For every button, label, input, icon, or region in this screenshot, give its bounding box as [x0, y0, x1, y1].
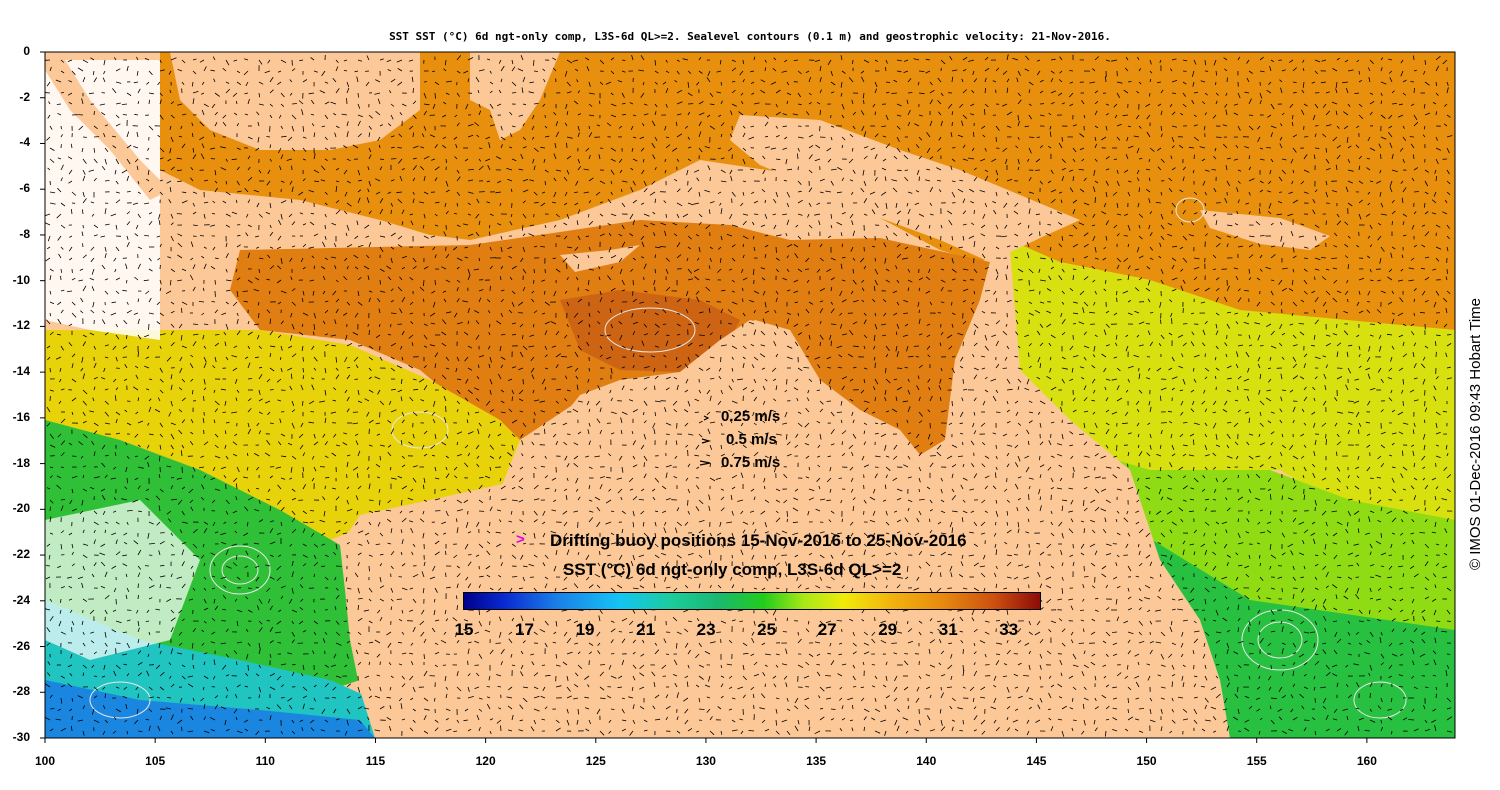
x-tick-label: 110: [255, 754, 275, 768]
velocity-arrow-field: [45, 54, 1453, 737]
y-tick-label: -18: [12, 455, 30, 470]
sst-warm-north-seas: [160, 52, 1455, 330]
colorbar-tick-label: 21: [636, 620, 656, 639]
land-sumatra: [45, 52, 170, 200]
x-tick-label: 115: [365, 754, 386, 768]
land-new-britain: [1200, 210, 1330, 250]
x-tick-label: 130: [695, 754, 716, 768]
sst-hot-core: [560, 290, 740, 372]
colorbar-tick-label: 31: [938, 620, 958, 639]
colorbar-title: SST (°C) 6d ngt-only comp, L3S-6d QL>=2: [563, 560, 902, 579]
x-tick-label: 135: [806, 754, 827, 768]
land-timor: [560, 245, 640, 272]
sst-cloud-gaps-west: [45, 60, 160, 340]
y-tick-label: -30: [12, 730, 30, 744]
y-tick-label: -8: [19, 226, 30, 241]
sst-coral-sea-south: [1050, 440, 1455, 640]
y-tick-label: -26: [12, 638, 30, 653]
colorbar-tick-label: 25: [757, 620, 777, 639]
y-tick-label: -20: [12, 501, 30, 516]
sst-coral-sea: [1000, 240, 1455, 520]
x-tick-label: 125: [585, 754, 606, 768]
x-tick-label: 150: [1136, 754, 1157, 768]
y-tick-label: 0: [23, 44, 30, 58]
y-tick-label: -10: [12, 272, 30, 287]
map-frame: [44, 51, 1456, 739]
colorbar: [463, 592, 1041, 610]
y-tick-label: -2: [19, 89, 30, 104]
velocity-label-05: 0.5 m/s: [726, 431, 777, 448]
x-tick-label: 105: [145, 754, 166, 768]
velocity-legend-arrows: [700, 415, 712, 466]
y-tick-label: -6: [19, 181, 30, 196]
y-tick-label: -12: [12, 318, 30, 333]
colorbar-tick-label: 17: [515, 620, 534, 639]
colorbar-tick-label: 33: [999, 620, 1019, 639]
x-tick-label: 100: [34, 754, 56, 768]
buoy-marker-icon: >: [516, 531, 525, 548]
buoy-legend-label: Drifting buoy positions 15-Nov-2016 to 2…: [550, 531, 967, 550]
colorbar-tick-label: 29: [878, 620, 898, 639]
y-tick-label: -14: [12, 364, 30, 379]
land-sulawesi: [470, 52, 560, 140]
sst-cloud-gaps-sw: [45, 500, 200, 660]
x-tick-label: 155: [1246, 754, 1267, 768]
land-borneo: [170, 52, 420, 150]
y-tick-label: -24: [12, 592, 30, 607]
sst-indian-blue: [45, 680, 375, 738]
y-tick-label: -4: [19, 135, 30, 150]
land-australia: [340, 250, 1230, 738]
colorbar-tick-label: 15: [454, 620, 474, 639]
velocity-label-025: 0.25 m/s: [721, 408, 781, 425]
imos-watermark: © IMOS 01-Dec-2016 09:43 Hobart Time: [1467, 297, 1484, 570]
colorbar-tick-label: 27: [817, 620, 837, 639]
x-tick-label: 145: [1026, 754, 1047, 768]
axis-tick-marks: [40, 51, 1368, 743]
map-title: SST SST (°C) 6d ngt-only comp, L3S-6d QL…: [389, 30, 1111, 43]
velocity-label-075: 0.75 m/s: [721, 454, 781, 471]
x-tick-label: 120: [475, 754, 496, 768]
colorbar-tick-label: 19: [575, 620, 595, 639]
land-new-guinea: [730, 115, 1080, 262]
x-tick-label: 160: [1356, 754, 1377, 768]
colorbar-tick-label: 23: [696, 620, 716, 639]
y-tick-label: -28: [12, 684, 30, 699]
y-tick-label: -22: [12, 547, 30, 562]
y-tick-label: -16: [12, 409, 30, 424]
x-tick-label: 140: [916, 754, 937, 768]
